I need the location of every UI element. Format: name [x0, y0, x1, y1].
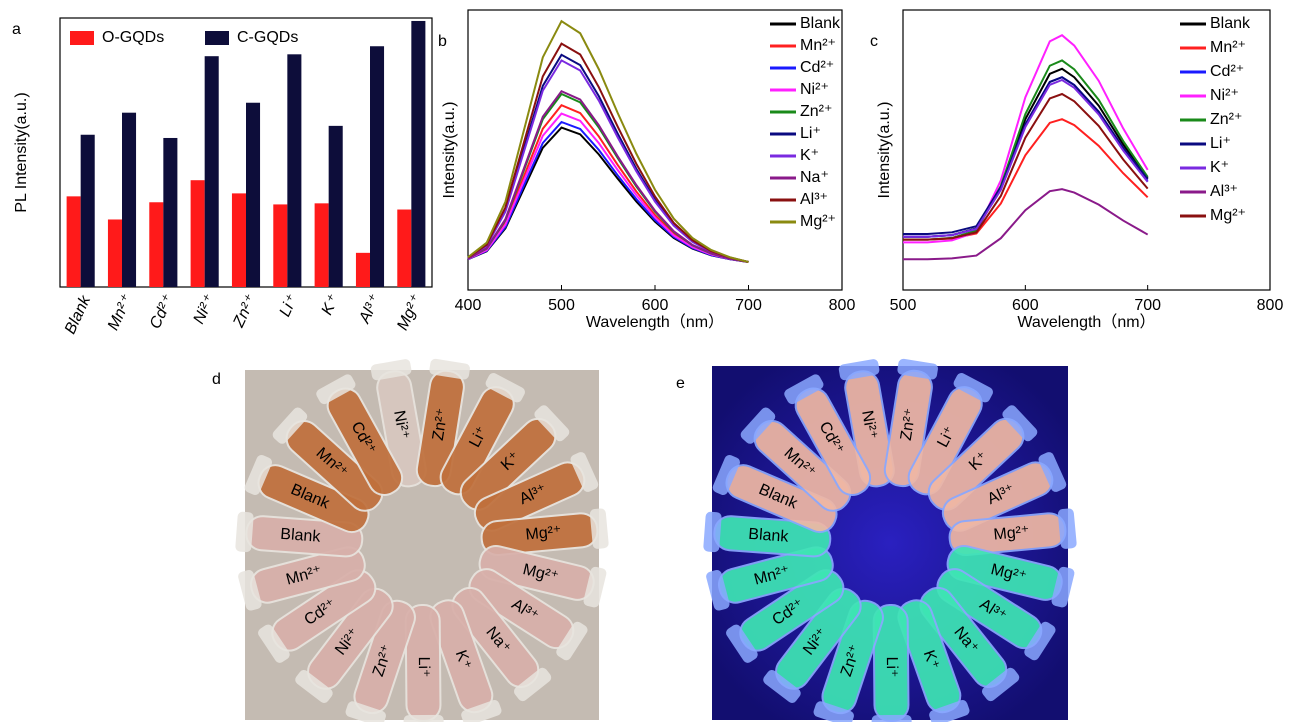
bar	[108, 219, 122, 287]
panel-label: b	[438, 33, 447, 50]
bar	[122, 113, 136, 287]
x-tick-label: Mg²⁺	[394, 292, 425, 333]
legend-swatch	[205, 31, 229, 45]
x-tick-label: 600	[1012, 297, 1039, 314]
x-tick-label: 500	[890, 297, 917, 314]
tube-label: Li⁺	[883, 656, 900, 677]
legend-label: Cd²⁺	[1210, 63, 1244, 80]
x-tick-label: 400	[455, 297, 482, 314]
legend-label: Blank	[800, 15, 841, 32]
x-tick-label: Mn²⁺	[105, 292, 136, 333]
legend-label: Cd²⁺	[800, 59, 834, 76]
legend-label: Al³⁺	[1210, 183, 1238, 200]
bar	[397, 210, 411, 287]
x-axis-label: Wavelength（nm）	[1017, 313, 1155, 331]
panel-label: d	[212, 371, 221, 388]
bar	[329, 126, 343, 287]
panel-label: e	[676, 375, 685, 392]
x-tick-label: 600	[642, 297, 669, 314]
legend-label: Ni²⁺	[1210, 87, 1239, 104]
x-tick-label: 800	[1257, 297, 1284, 314]
bar	[411, 21, 425, 287]
legend-label: K⁺	[800, 147, 819, 164]
x-tick-label: 700	[1134, 297, 1161, 314]
x-axis-label: Wavelength（nm）	[586, 313, 724, 331]
tube-cap	[235, 511, 254, 552]
legend-label: Li⁺	[800, 125, 821, 142]
bar	[370, 46, 384, 287]
tube-label: Blank	[748, 526, 790, 546]
legend-label: Mn²⁺	[800, 37, 836, 54]
bar	[315, 203, 329, 287]
x-tick-label: K⁺	[319, 292, 343, 318]
line	[468, 55, 749, 262]
legend-label: Li⁺	[1210, 135, 1231, 152]
legend-label: Na⁺	[800, 169, 829, 186]
bar	[356, 253, 370, 287]
legend-label: Mn²⁺	[1210, 39, 1246, 56]
y-axis-label: PL Intensity(a.u.)	[13, 92, 30, 212]
bar	[232, 193, 246, 287]
legend-label: Ni²⁺	[800, 81, 829, 98]
tube-label: Blank	[280, 526, 322, 546]
x-tick-label: Al³⁺	[356, 292, 384, 327]
bar	[246, 103, 260, 287]
legend-label: Blank	[1210, 15, 1251, 32]
bar	[163, 138, 177, 287]
x-tick-label: 500	[548, 297, 575, 314]
line	[468, 44, 749, 262]
bar	[205, 56, 219, 287]
legend-label: O-GQDs	[102, 29, 164, 46]
legend-label: K⁺	[1210, 159, 1229, 176]
tube-label: Mg²⁺	[993, 523, 1030, 543]
bar	[273, 204, 287, 287]
bar	[191, 180, 205, 287]
x-tick-label: Zn²⁺	[230, 292, 260, 331]
tube-cap	[404, 715, 444, 722]
line	[903, 189, 1148, 259]
x-tick-label: 800	[829, 297, 856, 314]
y-axis-label: Intensity(a.u.)	[441, 102, 458, 199]
panel-label: c	[870, 33, 878, 50]
legend-label: Mg²⁺	[800, 213, 836, 230]
tube-label: Li⁺	[415, 656, 432, 677]
bar	[81, 135, 95, 287]
x-tick-label: 700	[735, 297, 762, 314]
bar	[149, 202, 163, 287]
legend-swatch	[70, 31, 94, 45]
tube-cap	[703, 511, 722, 552]
x-tick-label: Ni²⁺	[190, 292, 218, 327]
x-tick-label: Blank	[62, 292, 95, 336]
legend-label: Mg²⁺	[1210, 207, 1246, 224]
tube-label: Mg²⁺	[525, 523, 562, 543]
tube-cap	[872, 715, 912, 722]
legend-label: Zn²⁺	[800, 103, 832, 120]
figure: Blank Mn²⁺ Cd²⁺ Ni²⁺ Zn²⁺ Li⁺ K⁺ Al³⁺ Mg²⁺ a PL In…	[0, 0, 1290, 722]
legend-label: Al³⁺	[800, 191, 828, 208]
bar	[287, 54, 301, 287]
x-tick-label: Li⁺	[277, 292, 302, 320]
legend-label: C-GQDs	[237, 29, 298, 46]
panel-label: a	[12, 21, 21, 38]
legend-label: Zn²⁺	[1210, 111, 1242, 128]
bar	[67, 196, 81, 287]
y-axis-label: Intensity(a.u.)	[876, 102, 893, 199]
x-tick-label: Cd²⁺	[147, 292, 178, 332]
